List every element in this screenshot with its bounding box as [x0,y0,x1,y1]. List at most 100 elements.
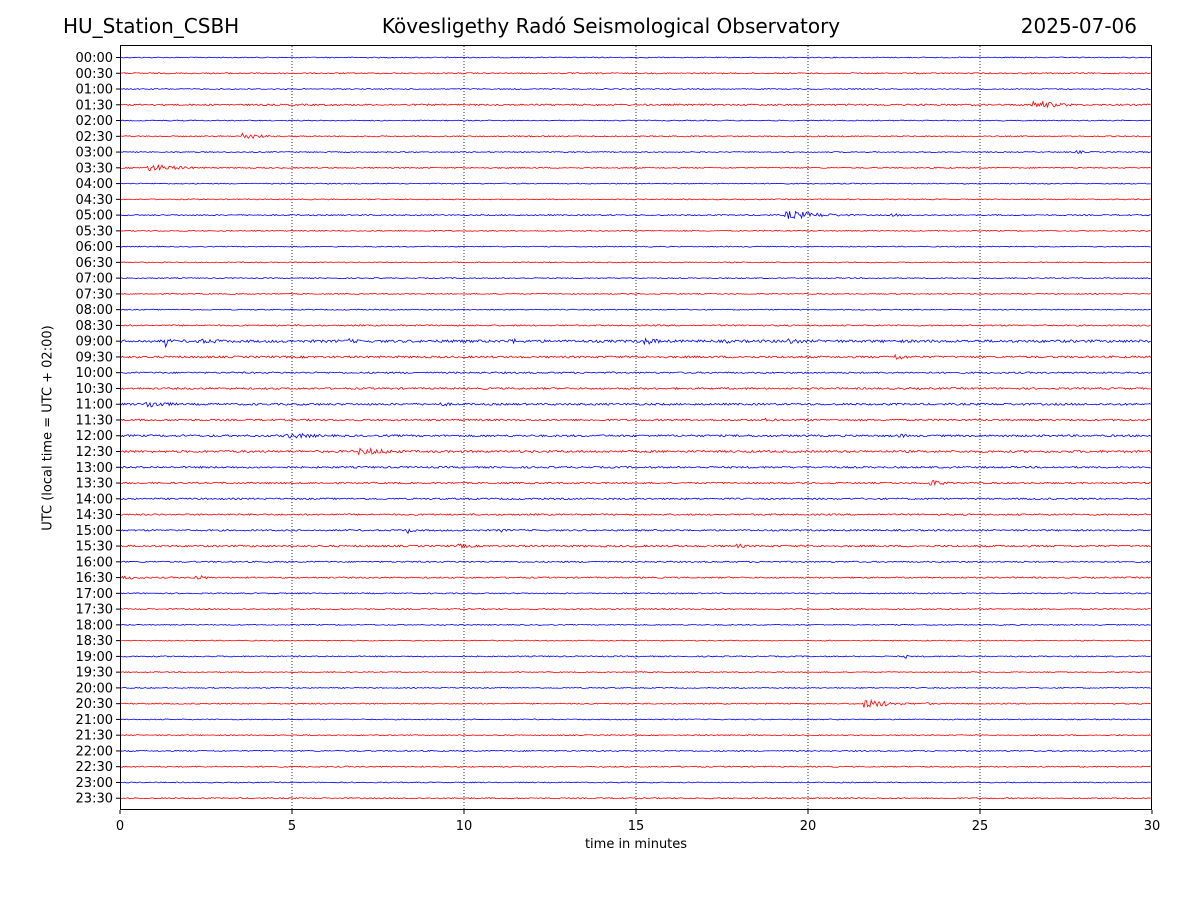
y-tick-label: 11:00 [76,398,113,413]
observatory-title: Kövesligethy Radó Seismological Observat… [381,14,841,38]
trace-line [119,639,1151,642]
y-tick-label: 04:30 [76,193,113,208]
trace-line [119,465,1151,469]
x-tick-label: 0 [116,819,124,834]
x-ticks: 0 5 10 15 20 25 30 [116,810,1160,834]
y-tick-label: 22:00 [76,744,113,759]
date-label: 2025-07-06 [1020,14,1137,38]
trace-line [119,447,1152,456]
y-tick-label: 19:30 [76,666,113,681]
y-tick-label: 17:00 [76,587,113,602]
y-tick-label: 12:30 [76,445,113,460]
trace-line [119,72,1151,75]
y-tick-label: 08:30 [76,319,113,334]
y-tick-label: 09:00 [76,335,113,350]
y-tick-label: 20:00 [76,681,113,696]
trace-line [119,245,1151,248]
x-tick-label: 10 [456,819,473,834]
x-tick-label: 25 [972,819,989,834]
trace-line [119,198,1151,201]
trace-line [119,497,1151,501]
x-tick-label: 5 [288,819,296,834]
trace-line [119,781,1151,784]
trace-line [119,797,1151,800]
trace-line [119,132,1151,140]
trace-line [119,229,1151,232]
trace-line [119,749,1151,753]
y-tick-label: 23:00 [76,776,113,791]
y-ticks: 00:0000:3001:0001:3002:0002:3003:0003:30… [76,51,120,807]
trace-line [119,401,1151,408]
y-tick-label: 05:30 [76,224,113,239]
trace-line [119,543,1151,549]
plot-frame [120,45,1152,810]
trace-line [119,149,1151,155]
trace-line [119,324,1151,327]
x-tick-label: 15 [628,819,645,834]
trace-line [119,261,1151,264]
y-tick-label: 11:30 [76,413,113,428]
y-tick-label: 23:30 [76,792,113,807]
y-tick-label: 15:00 [76,524,113,539]
y-tick-label: 18:00 [76,618,113,633]
y-tick-label: 20:30 [76,697,113,712]
trace-line [119,210,1151,220]
y-tick-label: 10:30 [76,382,113,397]
y-tick-label: 01:30 [76,98,113,113]
y-tick-label: 03:30 [76,161,113,176]
y-tick-label: 00:30 [76,67,113,82]
trace-line [119,308,1151,311]
trace-line [119,56,1151,59]
y-tick-label: 16:30 [76,571,113,586]
trace-line [119,163,1151,172]
trace-line [119,371,1151,375]
trace-line [119,88,1151,91]
y-tick-label: 08:00 [76,303,113,318]
y-tick-label: 13:00 [76,461,113,476]
trace-line [119,277,1151,280]
y-tick-label: 14:00 [76,492,113,507]
y-tick-label: 05:00 [76,209,113,224]
trace-line [119,765,1151,768]
trace-line [119,686,1151,689]
trace-line [119,607,1151,611]
y-tick-label: 07:00 [76,272,113,287]
trace-line [119,560,1151,564]
trace-line [119,119,1151,122]
y-tick-label: 06:30 [76,256,113,271]
y-axis-label: UTC (local time = UTC + 02:00) [40,325,56,531]
trace-line [119,592,1151,595]
trace-line [119,337,1151,349]
y-tick-label: 00:00 [76,51,113,66]
y-tick-label: 03:00 [76,146,113,161]
trace-line [119,671,1151,674]
trace-line [119,417,1151,422]
y-tick-label: 18:30 [76,634,113,649]
y-tick-label: 22:30 [76,760,113,775]
trace-line [119,654,1151,659]
trace-line [119,480,1151,486]
trace-line [119,698,1151,708]
x-tick-label: 20 [800,819,817,834]
trace-line [119,386,1151,391]
trace-line [119,100,1151,109]
trace-group [119,56,1152,800]
y-tick-label: 13:30 [76,477,113,492]
y-tick-label: 01:00 [76,83,113,98]
y-tick-label: 14:30 [76,508,113,523]
y-tick-label: 07:30 [76,287,113,302]
trace-line [119,182,1151,185]
y-tick-label: 12:00 [76,429,113,444]
y-tick-label: 02:30 [76,130,113,145]
trace-line [119,292,1151,295]
x-axis-label: time in minutes [584,837,688,852]
trace-line [119,432,1152,439]
trace-line [119,574,1151,580]
y-tick-label: 15:30 [76,540,113,555]
trace-line [119,734,1151,737]
trace-line [119,513,1151,516]
y-tick-label: 16:00 [76,555,113,570]
grid-lines [291,46,981,809]
y-tick-label: 06:00 [76,240,113,255]
